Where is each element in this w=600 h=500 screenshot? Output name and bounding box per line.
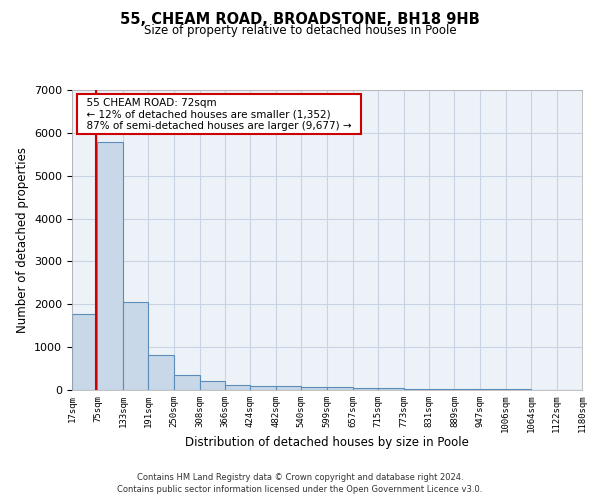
Bar [480, 389, 506, 390]
Bar [454, 389, 480, 390]
Bar [97, 142, 123, 390]
Text: Contains public sector information licensed under the Open Government Licence v3: Contains public sector information licen… [118, 486, 482, 494]
Bar [225, 385, 250, 390]
Bar [250, 386, 276, 390]
Bar [276, 386, 301, 390]
Bar [174, 374, 200, 390]
Bar [378, 388, 404, 390]
Y-axis label: Number of detached properties: Number of detached properties [16, 147, 29, 333]
Bar [301, 386, 327, 390]
Text: Distribution of detached houses by size in Poole: Distribution of detached houses by size … [185, 436, 469, 449]
Text: Contains HM Land Registry data © Crown copyright and database right 2024.: Contains HM Land Registry data © Crown c… [137, 473, 463, 482]
Bar [148, 355, 174, 390]
Bar [72, 314, 97, 390]
Text: Size of property relative to detached houses in Poole: Size of property relative to detached ho… [143, 24, 457, 37]
Bar [429, 389, 454, 390]
Bar [200, 381, 225, 390]
Bar [353, 388, 378, 390]
Text: 55, CHEAM ROAD, BROADSTONE, BH18 9HB: 55, CHEAM ROAD, BROADSTONE, BH18 9HB [120, 12, 480, 28]
Bar [327, 387, 353, 390]
Bar [123, 302, 148, 390]
Bar [404, 388, 429, 390]
Text: 55 CHEAM ROAD: 72sqm  
  ← 12% of detached houses are smaller (1,352)  
  87% of: 55 CHEAM ROAD: 72sqm ← 12% of detached h… [80, 98, 358, 130]
